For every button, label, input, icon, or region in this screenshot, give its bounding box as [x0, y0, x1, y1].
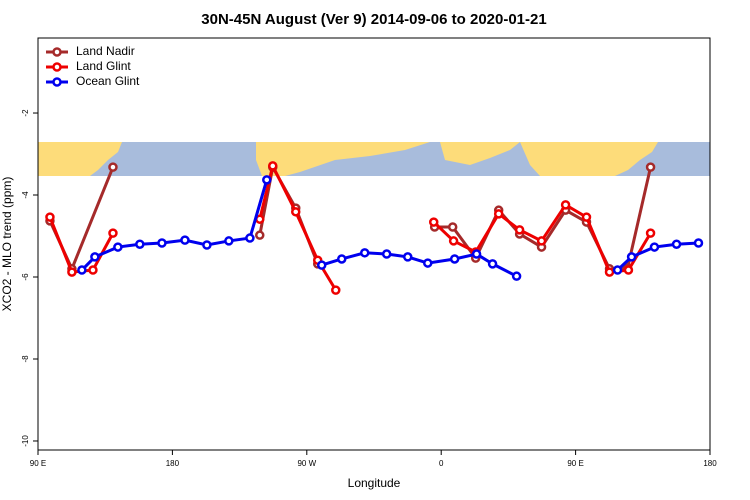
point: [224, 236, 234, 246]
point: [423, 258, 433, 268]
point: [381, 249, 392, 259]
point: [290, 207, 301, 217]
point: [645, 228, 656, 238]
point: [113, 242, 123, 252]
point: [157, 238, 167, 248]
legend-marker: [52, 77, 62, 87]
point: [471, 249, 482, 259]
land: [520, 142, 658, 176]
point: [514, 225, 525, 235]
point: [108, 228, 118, 238]
plot-frame: [37, 37, 711, 451]
legend-marker: [52, 62, 62, 72]
point: [316, 260, 327, 270]
x-tick-label: 90 W: [297, 459, 316, 468]
x-axis-label: Longitude: [348, 476, 401, 490]
point: [447, 222, 458, 232]
point: [180, 235, 190, 245]
y-tick-label: -8: [21, 355, 30, 363]
point: [45, 212, 55, 222]
point: [77, 265, 87, 275]
point: [604, 267, 615, 277]
y-tick-label: -6: [21, 273, 30, 281]
point: [626, 252, 637, 262]
point: [493, 209, 504, 219]
land: [440, 142, 520, 165]
chart-title: 30N-45N August (Ver 9) 2014-09-06 to 202…: [201, 11, 546, 28]
legend-label: Land Glint: [76, 59, 131, 73]
point: [331, 285, 341, 295]
point: [560, 200, 571, 210]
point: [255, 230, 265, 240]
x-tick-label: 180: [166, 459, 180, 468]
point: [67, 267, 77, 277]
land: [256, 142, 430, 176]
point: [428, 217, 439, 227]
y-tick-label: -10: [21, 435, 30, 447]
point: [202, 240, 212, 250]
point: [511, 271, 522, 281]
point: [487, 259, 498, 269]
point: [90, 252, 100, 262]
x-tick-label: 90 E: [567, 459, 583, 468]
point: [612, 265, 623, 275]
map-strip: [38, 142, 710, 176]
point: [359, 248, 370, 258]
point: [448, 236, 459, 246]
point: [649, 242, 660, 252]
land: [38, 142, 122, 176]
point: [536, 236, 547, 246]
x-tick-label: 180: [703, 459, 717, 468]
point: [262, 175, 272, 185]
point: [402, 252, 413, 262]
point: [135, 239, 145, 249]
point: [245, 233, 255, 243]
point: [671, 239, 682, 249]
point: [88, 265, 98, 275]
y-axis-label: XCO2 - MLO trend (ppm): [0, 177, 14, 312]
legend-label: Ocean Glint: [76, 74, 140, 88]
point: [623, 265, 634, 275]
point: [581, 212, 592, 222]
point: [645, 162, 656, 172]
point: [336, 254, 347, 264]
y-tick-label: -4: [21, 191, 30, 199]
x-tick-label: 0: [439, 459, 444, 468]
point: [449, 254, 460, 264]
legend-marker: [52, 47, 62, 57]
x-tick-label: 90 E: [30, 459, 46, 468]
y-tick-label: -2: [21, 109, 30, 117]
point: [693, 238, 704, 248]
point: [108, 162, 118, 172]
legend-label: Land Nadir: [76, 44, 135, 58]
point: [268, 161, 278, 171]
